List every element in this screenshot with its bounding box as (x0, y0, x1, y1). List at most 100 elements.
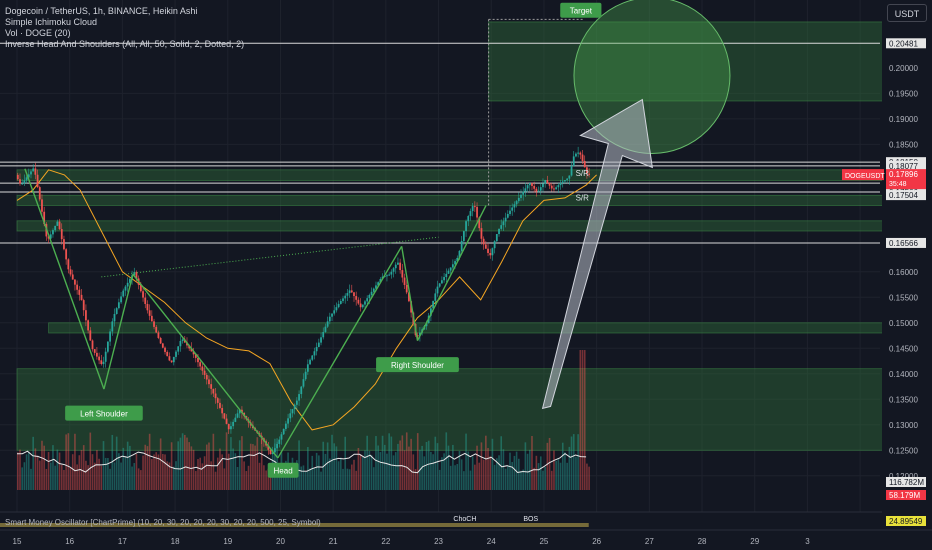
oscillator-value: 24.89549 (889, 517, 923, 526)
price-tick: 0.16000 (889, 268, 918, 277)
pattern-leg (132, 273, 279, 459)
pattern-label: Left Shoulder (80, 410, 128, 419)
neckline (101, 236, 439, 278)
candle-body (375, 285, 377, 289)
volume-bar (52, 445, 54, 490)
candle-body (170, 360, 173, 363)
candle-body (287, 418, 289, 424)
candle-body (522, 191, 525, 195)
candle-body (515, 201, 518, 205)
time-tick: 3 (805, 537, 810, 546)
pattern-leg (400, 246, 419, 341)
oscillator-label[interactable]: Smart Money Oscillator [ChartPrime] (10,… (5, 518, 321, 527)
candle-body (544, 180, 547, 184)
volume-bar (151, 459, 153, 490)
volume-bar (87, 465, 89, 490)
time-tick: 24 (487, 537, 496, 546)
volume-bar (511, 461, 514, 490)
zone-box (16, 194, 898, 206)
volume-bar (397, 443, 399, 490)
volume-bar (137, 468, 140, 490)
price-tick: 0.15000 (889, 319, 918, 328)
volume-bar (54, 465, 56, 490)
candle-body (166, 351, 169, 357)
indicator-head-shoulders[interactable]: Inverse Head And Shoulders (All, All, 50… (5, 39, 245, 49)
price-label: 0.20481 (889, 39, 918, 48)
volume-bar (476, 445, 478, 490)
candle-body (324, 326, 327, 332)
candle-body (322, 331, 325, 338)
volume-bar (302, 465, 305, 490)
volume-bar (548, 437, 551, 490)
volume-bar (102, 441, 105, 490)
candle-body (309, 359, 311, 365)
candle-body (405, 284, 408, 293)
price-tick: 0.13500 (889, 395, 918, 404)
candle-body (392, 268, 395, 272)
candle-body (52, 230, 54, 235)
candle-body (291, 409, 294, 414)
zones (16, 21, 898, 451)
volume-bar (581, 350, 584, 490)
volume-bar (438, 469, 441, 490)
volume-bar (159, 438, 162, 490)
volume-bar (322, 441, 325, 490)
candle-body (451, 264, 454, 268)
countdown: 35:48 (889, 181, 907, 188)
candle-body (535, 188, 538, 192)
candle-body (172, 356, 175, 363)
candle-body (159, 337, 162, 344)
volume-bar (181, 433, 184, 490)
volume-bar (394, 452, 397, 490)
candle-body (469, 211, 472, 217)
volume-bar (219, 448, 221, 490)
volume-bar (350, 464, 353, 490)
candle-body (377, 282, 380, 286)
candle-body (539, 187, 542, 191)
candle-body (372, 288, 375, 292)
candle-body (19, 179, 21, 184)
candle-body (273, 448, 276, 453)
volume-bar (502, 449, 505, 490)
volume-bar (485, 435, 487, 490)
pattern-label: Target (570, 7, 593, 16)
candle-body (124, 286, 127, 291)
volume-bar (307, 447, 309, 490)
indicator-volume[interactable]: Vol · DOGE (20) (5, 28, 71, 38)
volume-bar (427, 440, 430, 490)
candle-body (122, 290, 125, 297)
volume-bar (414, 468, 417, 490)
candle-body (557, 185, 560, 188)
volume-bar (487, 448, 489, 490)
currency-button[interactable]: USDT (887, 4, 927, 22)
volume-bar (230, 437, 232, 490)
price-label: 0.20000 (889, 64, 918, 73)
volume-bar (21, 467, 23, 490)
volume-bar (449, 465, 452, 490)
candle-body (447, 270, 450, 274)
volume-bar (564, 452, 566, 490)
volume-bar (265, 470, 267, 490)
volume-bar (372, 467, 375, 490)
candle-body (276, 443, 278, 449)
volume-bar (142, 455, 144, 490)
candle-body (54, 225, 57, 231)
candle-body (546, 180, 549, 183)
candle-body (458, 250, 461, 258)
price-tick: 0.14000 (889, 370, 918, 379)
pattern-leg (24, 168, 105, 390)
indicator-ichimoku[interactable]: Simple Ichimoku Cloud (5, 17, 98, 27)
candle-body (96, 352, 98, 357)
volume-bar (153, 454, 155, 490)
symbol-tag-text: DOGEUSDT (845, 173, 885, 180)
candle-body (513, 204, 516, 208)
volume-bar (67, 433, 70, 490)
volume-bar (559, 462, 562, 490)
volume-bar (96, 450, 98, 490)
volume-bar (71, 454, 74, 490)
candle-body (553, 188, 555, 190)
candle-body (467, 216, 470, 222)
volume-bar (192, 449, 195, 490)
candle-body (47, 236, 50, 239)
